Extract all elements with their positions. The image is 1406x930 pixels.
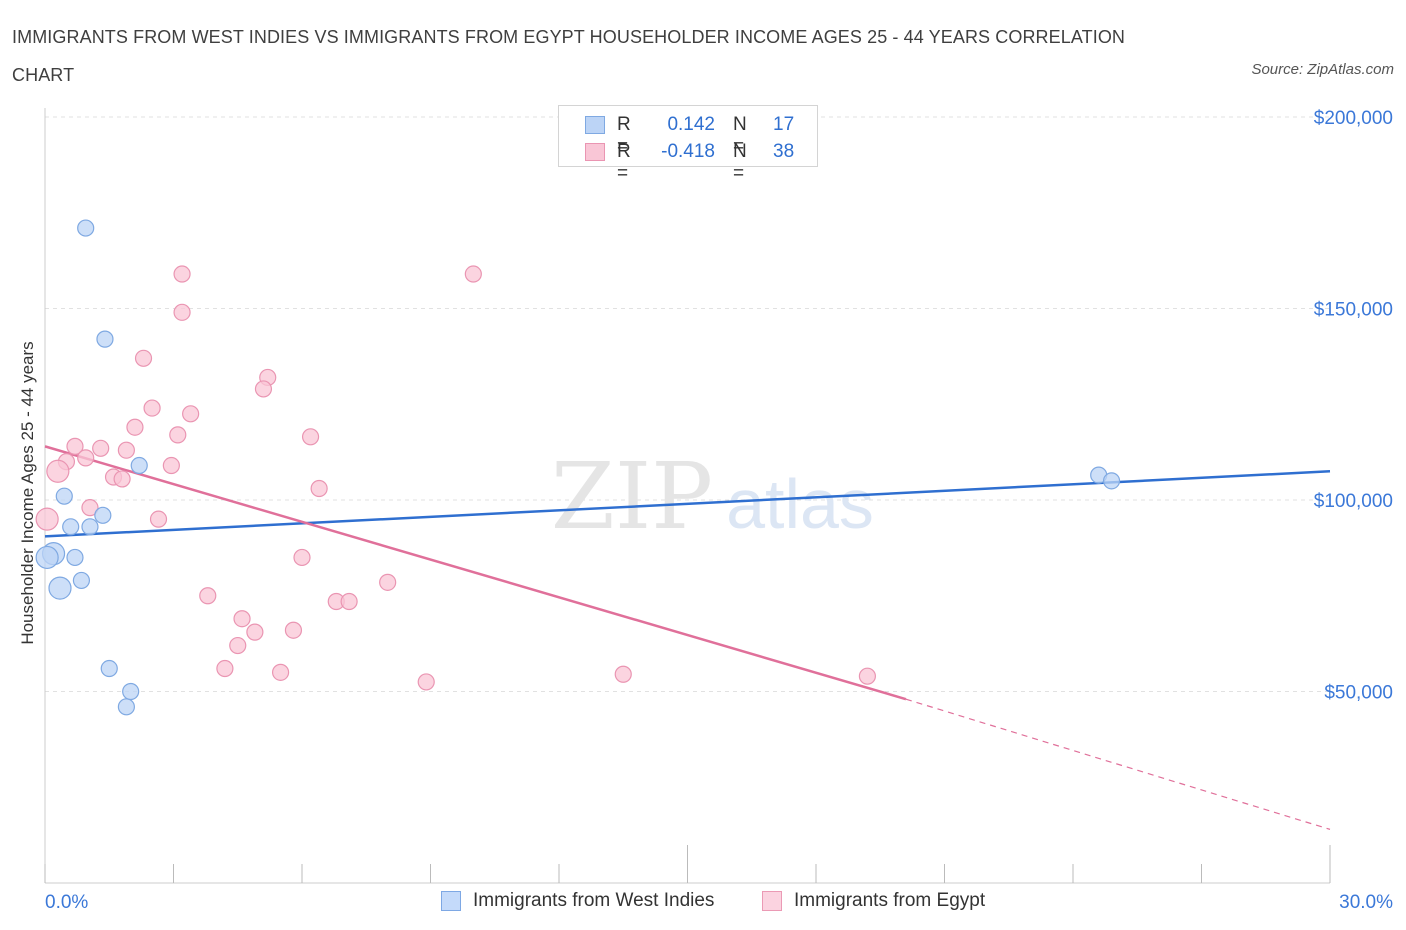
legend-label: Immigrants from Egypt [794, 890, 986, 911]
data-point-egypt [162, 456, 180, 475]
data-point-egypt [216, 659, 234, 678]
data-point-west-indies [35, 545, 59, 570]
legend-label: Immigrants from West Indies [473, 890, 715, 911]
data-point-egypt [284, 621, 303, 639]
data-point-egypt [246, 623, 264, 641]
data-point-egypt [229, 636, 247, 655]
data-point-west-indies [48, 576, 72, 600]
data-point-egypt [301, 428, 320, 446]
data-point-egypt [464, 265, 482, 283]
data-point-egypt [173, 265, 191, 283]
data-point-egypt [858, 667, 877, 685]
data-point-west-indies [100, 659, 118, 678]
data-point-west-indies [72, 571, 91, 590]
y-tick-label: $100,000 [1314, 491, 1393, 512]
source-note: Source: ZipAtlas.com [1251, 61, 1394, 78]
data-point-egypt [182, 405, 200, 423]
data-point-egypt [293, 548, 311, 567]
data-point-egypt [199, 587, 217, 605]
grid-layer [45, 116, 1330, 692]
x-tick-label-max: 30.0% [1339, 892, 1393, 913]
data-point-west-indies [81, 518, 99, 536]
stats-swatch-egypt [585, 143, 605, 161]
data-point-egypt [149, 510, 168, 528]
data-point-egypt [46, 459, 70, 483]
r-label: R = [617, 114, 631, 157]
r-value: 0.142 [667, 114, 715, 135]
chart-title: IMMIGRANTS FROM WEST INDIES VS IMMIGRANT… [12, 27, 1126, 85]
data-point-egypt [117, 441, 135, 459]
data-point-egypt [310, 479, 328, 498]
watermark-zip: ZIP [551, 443, 713, 550]
r-value: -0.418 [661, 141, 715, 162]
data-point-egypt [134, 349, 153, 367]
data-point-west-indies [66, 548, 84, 567]
data-point-egypt [340, 592, 358, 611]
data-point-west-indies [77, 219, 95, 237]
n-value: 17 [773, 114, 795, 135]
y-tick-label: $50,000 [1324, 683, 1393, 704]
data-point-west-indies [1102, 472, 1121, 490]
r-label: R = [617, 141, 631, 184]
data-point-egypt [113, 470, 131, 488]
data-point-egypt [169, 426, 187, 444]
data-point-west-indies [130, 456, 148, 475]
data-point-west-indies [96, 330, 114, 348]
data-point-egypt [77, 449, 95, 467]
x-tick-label-min: 0.0% [45, 892, 88, 913]
n-label: N = [733, 141, 747, 184]
data-point-egypt [173, 303, 191, 321]
data-point-egypt [66, 437, 84, 455]
axis-layer [44, 108, 1331, 884]
data-point-egypt [614, 665, 632, 683]
data-point-egypt [233, 610, 251, 628]
data-point-egypt [379, 573, 397, 591]
data-point-egypt [126, 418, 144, 436]
watermark: ZIP atlas [551, 443, 874, 550]
data-point-west-indies [117, 698, 135, 716]
stats-box: R = 0.142 N = 17 R = -0.418 N = 38 [558, 105, 818, 184]
data-point-west-indies [122, 682, 140, 701]
y-tick-label: $150,000 [1314, 300, 1393, 321]
data-point-west-indies [94, 506, 112, 524]
legend: Immigrants from West Indies Immigrants f… [0, 888, 1406, 916]
legend-swatch-west-indies [441, 891, 461, 911]
n-label: N = [733, 114, 747, 157]
data-point-egypt [35, 507, 59, 531]
data-point-west-indies [62, 518, 80, 536]
watermark-atlas: atlas [726, 465, 874, 543]
data-point-egypt [254, 380, 273, 398]
data-point-egypt [271, 663, 290, 681]
trend-line-egypt-extrapolated [905, 698, 1331, 830]
data-point-egypt [417, 673, 435, 691]
data-point-egypt [92, 439, 110, 457]
stats-swatch-west-indies [585, 116, 605, 134]
points-layer [35, 219, 1121, 716]
trend-line-egypt [44, 445, 907, 701]
legend-swatch-egypt [762, 891, 782, 911]
data-point-egypt [143, 399, 161, 417]
y-tick-label: $200,000 [1314, 108, 1393, 129]
n-value: 38 [773, 141, 795, 162]
tick-labels: $50,000 $100,000 $150,000 $200,000 0.0% 30.0% [45, 108, 1393, 913]
data-point-egypt [81, 499, 99, 517]
data-point-west-indies [55, 487, 73, 505]
